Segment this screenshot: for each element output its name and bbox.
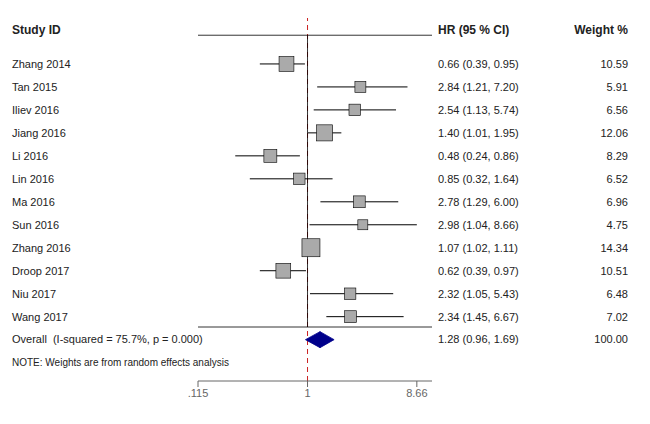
- svg-text:2.84 (1.21, 7.20): 2.84 (1.21, 7.20): [438, 81, 519, 93]
- svg-text:Zhang 2014: Zhang 2014: [12, 58, 71, 70]
- svg-text:14.34: 14.34: [600, 242, 628, 254]
- svg-text:Sun 2016: Sun 2016: [12, 219, 59, 231]
- svg-text:Zhang 2016: Zhang 2016: [12, 242, 71, 254]
- svg-text:2.54 (1.13, 5.74): 2.54 (1.13, 5.74): [438, 104, 519, 116]
- svg-text:7.02: 7.02: [607, 311, 628, 323]
- svg-text:1.28 (0.96, 1.69): 1.28 (0.96, 1.69): [438, 333, 519, 345]
- svg-text:12.06: 12.06: [600, 127, 628, 139]
- svg-text:6.56: 6.56: [607, 104, 628, 116]
- svg-text:Study ID: Study ID: [12, 23, 61, 37]
- svg-text:Jiang 2016: Jiang 2016: [12, 127, 66, 139]
- svg-text:100.00: 100.00: [594, 333, 628, 345]
- svg-text:2.98 (1.04, 8.66): 2.98 (1.04, 8.66): [438, 219, 519, 231]
- svg-text:Overall (I-squared = 75.7%, p: Overall (I-squared = 75.7%, p = 0.000): [12, 333, 203, 345]
- svg-text:6.48: 6.48: [607, 288, 628, 300]
- svg-text:1.40 (1.01, 1.95): 1.40 (1.01, 1.95): [438, 127, 519, 139]
- svg-text:Niu 2017: Niu 2017: [12, 288, 56, 300]
- svg-text:8.66: 8.66: [406, 387, 427, 399]
- svg-text:Iliev 2016: Iliev 2016: [12, 104, 59, 116]
- svg-text:HR (95 % CI): HR (95 % CI): [438, 23, 509, 37]
- svg-text:1.07 (1.02, 1.11): 1.07 (1.02, 1.11): [438, 242, 518, 254]
- svg-text:6.96: 6.96: [607, 196, 628, 208]
- svg-text:6.52: 6.52: [607, 173, 628, 185]
- svg-text:10.59: 10.59: [600, 58, 628, 70]
- svg-text:10.51: 10.51: [600, 265, 628, 277]
- svg-text:NOTE: Weights are from random: NOTE: Weights are from random effects an…: [12, 357, 229, 368]
- svg-text:0.66 (0.39, 0.95): 0.66 (0.39, 0.95): [438, 58, 519, 70]
- svg-text:2.78 (1.29, 6.00): 2.78 (1.29, 6.00): [438, 196, 519, 208]
- svg-text:.115: .115: [188, 387, 209, 399]
- svg-text:Ma 2016: Ma 2016: [12, 196, 55, 208]
- svg-text:Weight %: Weight %: [574, 23, 628, 37]
- svg-text:Lin 2016: Lin 2016: [12, 173, 54, 185]
- svg-text:2.32 (1.05, 5.43): 2.32 (1.05, 5.43): [438, 288, 519, 300]
- svg-text:Droop 2017: Droop 2017: [12, 265, 70, 277]
- svg-text:5.91: 5.91: [607, 81, 628, 93]
- svg-text:2.34 (1.45, 6.67): 2.34 (1.45, 6.67): [438, 311, 519, 323]
- svg-text:0.62 (0.39, 0.97): 0.62 (0.39, 0.97): [438, 265, 519, 277]
- svg-text:4.75: 4.75: [607, 219, 628, 231]
- svg-text:1: 1: [304, 387, 310, 399]
- svg-text:Tan 2015: Tan 2015: [12, 81, 57, 93]
- svg-text:Li 2016: Li 2016: [12, 150, 48, 162]
- svg-text:8.29: 8.29: [607, 150, 628, 162]
- svg-text:0.48 (0.24, 0.86): 0.48 (0.24, 0.86): [438, 150, 519, 162]
- svg-text:0.85 (0.32, 1.64): 0.85 (0.32, 1.64): [438, 173, 519, 185]
- svg-text:Wang 2017: Wang 2017: [12, 311, 68, 323]
